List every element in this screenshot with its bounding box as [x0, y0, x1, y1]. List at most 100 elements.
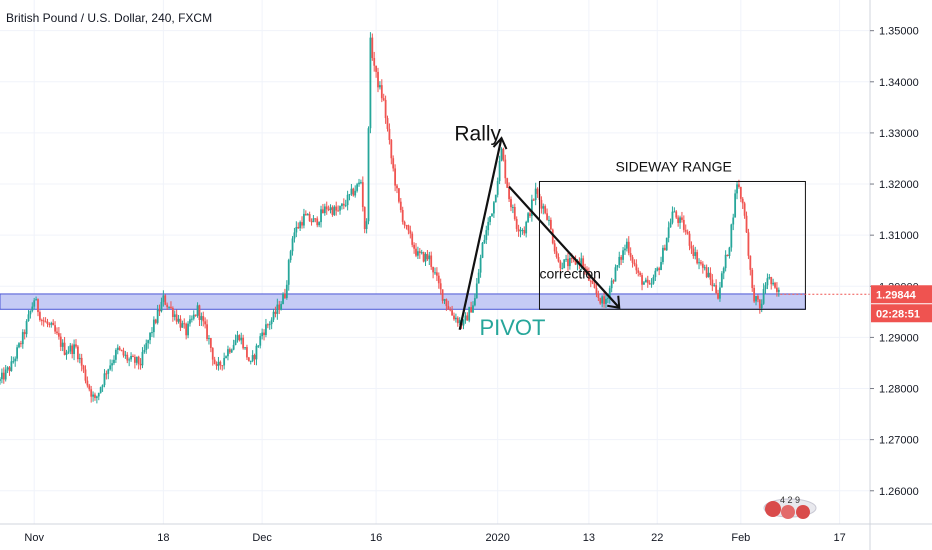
candle: [772, 278, 775, 286]
candle: [741, 197, 744, 210]
candle: [367, 126, 370, 225]
candle: [734, 189, 737, 218]
candle: [266, 323, 269, 329]
candle: [603, 292, 605, 308]
candle: [523, 226, 526, 236]
candle: [219, 360, 222, 370]
candle: [48, 322, 51, 328]
candle: [126, 352, 129, 364]
candle: [246, 344, 248, 361]
candle: [441, 289, 444, 304]
candle: [517, 224, 520, 237]
candle: [206, 319, 208, 342]
candle: [762, 283, 765, 305]
candle: [510, 196, 512, 212]
candle: [648, 280, 651, 285]
candle: [124, 350, 127, 359]
candle: [529, 210, 531, 218]
candle: [595, 283, 598, 298]
candle: [396, 184, 398, 194]
candle: [166, 302, 169, 310]
candle: [639, 271, 642, 277]
candle: [565, 254, 567, 262]
candle: [494, 194, 497, 203]
correction-arrowhead: [607, 295, 621, 309]
candles: [0, 32, 780, 404]
candle: [749, 255, 752, 276]
candle: [616, 265, 619, 271]
candle: [764, 282, 767, 294]
candle: [530, 194, 533, 222]
candle: [698, 258, 700, 270]
candle: [686, 229, 689, 235]
candle: [443, 298, 446, 305]
candle: [12, 356, 15, 364]
candle: [314, 218, 317, 223]
candle: [114, 348, 117, 363]
candle: [71, 343, 74, 359]
candle: [350, 183, 353, 196]
candle: [152, 316, 155, 338]
candle: [331, 205, 334, 217]
candle: [776, 282, 778, 297]
candle: [635, 259, 638, 275]
candle: [280, 301, 283, 311]
candle: [641, 272, 643, 291]
candle: [230, 348, 233, 354]
candle: [270, 317, 273, 330]
candle: [567, 252, 569, 271]
grid: [0, 0, 870, 524]
candle: [259, 333, 262, 349]
annotation-rally: Rally: [454, 123, 501, 146]
candle: [491, 213, 493, 217]
candle: [660, 256, 662, 271]
y-tick-label: 1.31000: [879, 230, 919, 242]
y-tick-label: 1.34000: [879, 77, 919, 89]
candle: [84, 365, 87, 384]
candle: [652, 274, 655, 285]
candle: [274, 306, 277, 318]
candle: [341, 202, 343, 210]
candle: [475, 277, 478, 299]
price-labels: 1.29844 02:28:51: [871, 285, 932, 323]
candle: [371, 33, 374, 61]
logo-badge-text: 4 2 9: [780, 495, 800, 505]
candle: [133, 354, 136, 369]
candle: [147, 339, 150, 349]
candle: [94, 392, 96, 401]
y-tick-label: 1.27000: [879, 435, 919, 447]
candle: [496, 177, 499, 198]
candle: [31, 302, 34, 313]
candle: [168, 306, 170, 310]
y-tick-label: 1.32000: [879, 179, 919, 191]
candle: [768, 274, 771, 280]
candle: [118, 345, 121, 351]
candle: [682, 215, 685, 233]
candle: [95, 395, 98, 404]
candle: [631, 254, 634, 268]
watermark-logo: 4 2 9: [763, 495, 817, 519]
candle: [363, 206, 366, 234]
candle: [675, 210, 678, 219]
candle: [327, 205, 330, 212]
candle: [202, 311, 205, 327]
candle: [35, 296, 37, 301]
candle: [18, 342, 20, 349]
candle: [105, 370, 108, 380]
candle: [116, 344, 119, 355]
x-tick-label: 13: [583, 532, 595, 544]
candle: [375, 65, 378, 78]
candle: [92, 391, 94, 402]
candle: [37, 298, 39, 317]
annotation-correction: correction: [539, 266, 600, 282]
candle: [597, 290, 600, 302]
candle: [322, 203, 324, 214]
candle: [257, 345, 260, 348]
x-tick-label: 16: [370, 532, 382, 544]
candle: [451, 305, 453, 316]
candle: [662, 245, 664, 265]
candle: [629, 247, 632, 261]
candle: [276, 298, 279, 320]
